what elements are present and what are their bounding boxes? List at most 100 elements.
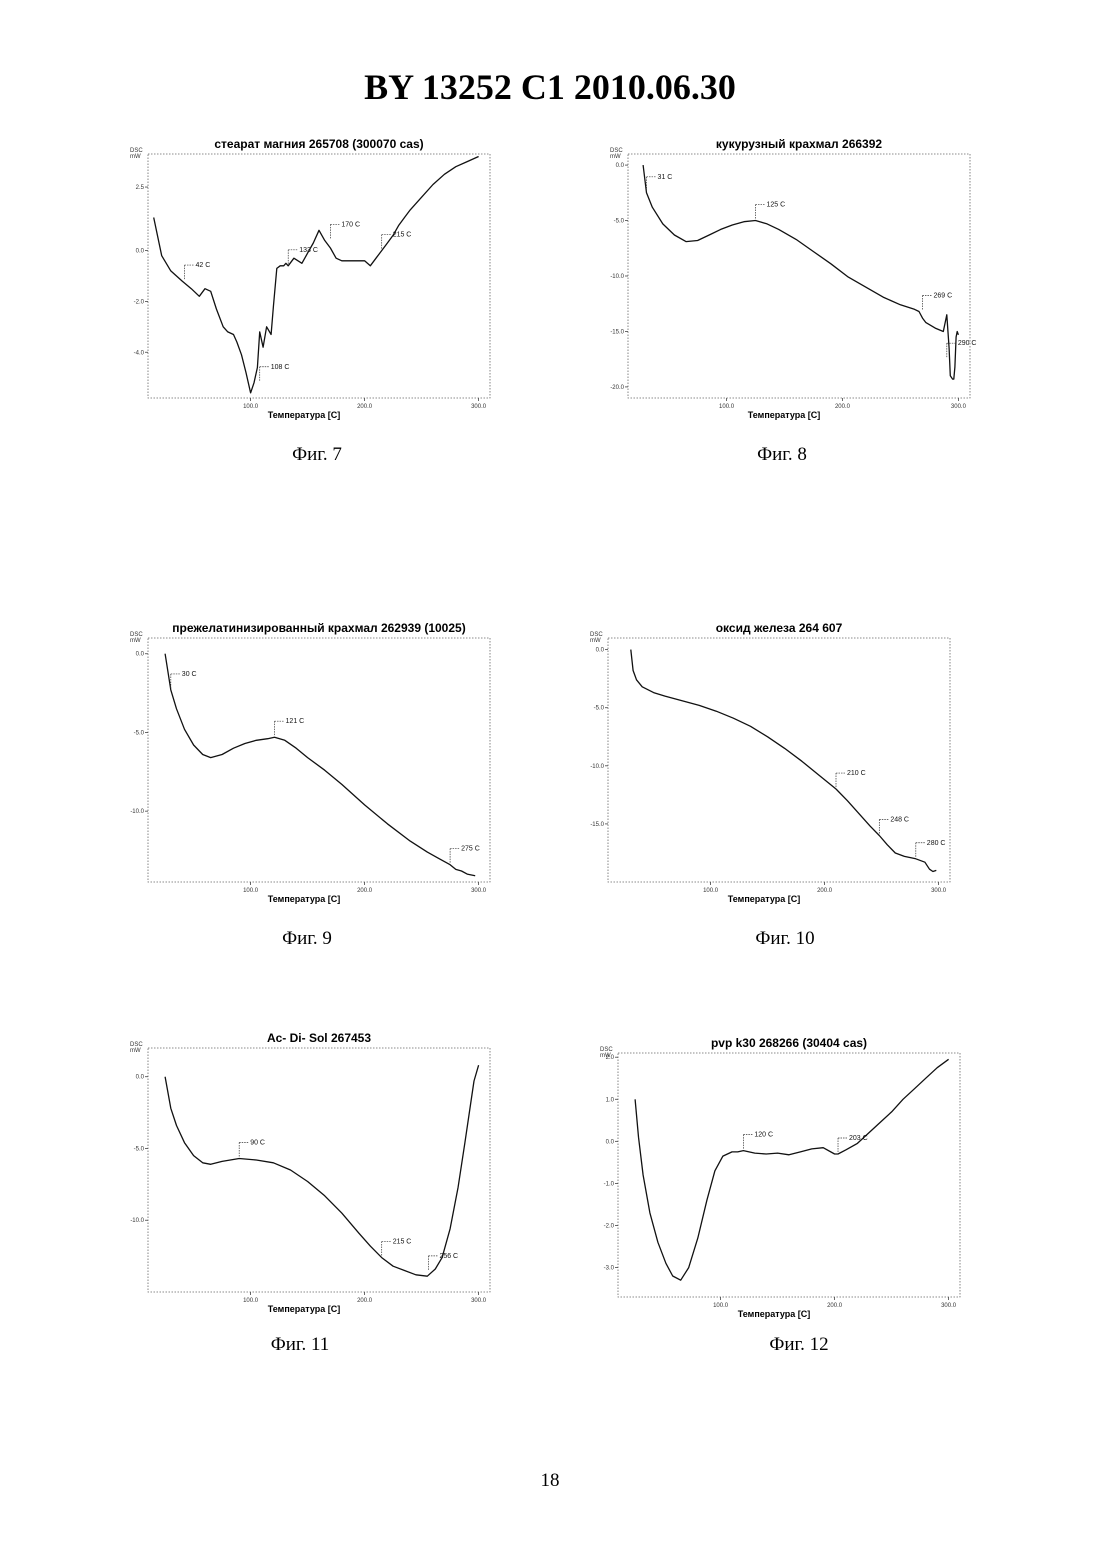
annotation-label: 133 C — [299, 247, 318, 254]
x-tick-label: 100.0 — [243, 888, 259, 894]
annotation-label: 108 C — [271, 364, 290, 371]
x-axis-label: Температура [C] — [738, 1309, 811, 1319]
x-tick-label: 300.0 — [471, 404, 487, 410]
x-tick-label: 300.0 — [931, 888, 947, 894]
y-tick-label: 0.0 — [136, 249, 145, 255]
figure-7-chart: стеарат магния 265708 (300070 cas)DSCmW1… — [130, 136, 520, 426]
annotation-label: 203 C — [849, 1135, 868, 1142]
x-tick-label: 200.0 — [817, 888, 833, 894]
dsc-curve-line — [635, 1059, 949, 1280]
y-tick-label: -4.0 — [134, 350, 145, 356]
y-tick-label: -15.0 — [610, 329, 624, 335]
annotation-label: 275 C — [461, 846, 480, 853]
x-axis-label: Температура [C] — [268, 410, 341, 420]
y-unit-sub-label: mW — [130, 154, 141, 160]
figure-11-chart: Ac- Di- Sol 267453DSCmW100.0200.0300.00.… — [130, 1030, 520, 1320]
dsc-chart-pregelatinized-starch: прежелатинизированный крахмал 262939 (10… — [130, 620, 520, 910]
figure-caption-8: Фиг. 8 — [682, 444, 882, 466]
y-tick-label: 0.0 — [136, 1075, 145, 1081]
plot-frame — [608, 638, 950, 882]
y-tick-label: -10.0 — [130, 1218, 144, 1224]
x-axis-label: Температура [C] — [748, 410, 821, 420]
figure-10-chart: оксид железа 264 607DSCmW100.0200.0300.0… — [590, 620, 980, 910]
figure-caption-9: Фиг. 9 — [207, 928, 407, 950]
plot-frame — [618, 1053, 960, 1297]
y-tick-label: -1.0 — [604, 1181, 615, 1187]
x-tick-label: 300.0 — [951, 404, 967, 410]
x-tick-label: 100.0 — [243, 1298, 259, 1304]
y-tick-label: -5.0 — [134, 1146, 145, 1152]
y-tick-label: -10.0 — [130, 809, 144, 815]
y-tick-label: -20.0 — [610, 385, 624, 391]
x-tick-label: 300.0 — [471, 1298, 487, 1304]
y-tick-label: 1.0 — [606, 1097, 615, 1103]
chart-title: кукурузный крахмал 266392 — [716, 137, 882, 151]
plot-frame — [628, 154, 970, 398]
annotation-label: 120 C — [754, 1132, 773, 1139]
y-tick-label: -5.0 — [594, 706, 605, 712]
x-tick-label: 100.0 — [719, 404, 735, 410]
y-tick-label: 0.0 — [616, 163, 625, 169]
figure-8-chart: кукурузный крахмал 266392DSCmW100.0200.0… — [610, 136, 1000, 426]
y-tick-label: 2.5 — [136, 185, 145, 191]
dsc-curve-line — [643, 165, 958, 379]
y-tick-label: -2.0 — [604, 1223, 615, 1229]
y-unit-sub-label: mW — [130, 1048, 141, 1054]
y-tick-label: 2.0 — [606, 1055, 615, 1061]
dsc-chart-magnesium-stearate: стеарат магния 265708 (300070 cas)DSCmW1… — [130, 136, 520, 426]
x-tick-label: 200.0 — [827, 1303, 843, 1309]
x-tick-label: 100.0 — [243, 404, 259, 410]
chart-title: стеарат магния 265708 (300070 cas) — [214, 137, 423, 151]
y-tick-label: -5.0 — [614, 219, 625, 225]
y-tick-label: 0.0 — [606, 1139, 615, 1145]
x-tick-label: 200.0 — [357, 404, 373, 410]
y-unit-sub-label: mW — [610, 154, 621, 160]
dsc-curve-line — [154, 157, 479, 393]
annotation-label: 256 C — [439, 1253, 458, 1260]
annotation-label: 248 C — [890, 817, 909, 824]
x-axis-label: Температура [C] — [728, 894, 801, 904]
x-tick-label: 200.0 — [357, 1298, 373, 1304]
annotation-label: 30 C — [182, 671, 197, 678]
x-tick-label: 300.0 — [471, 888, 487, 894]
y-tick-label: -2.0 — [134, 299, 145, 305]
x-tick-label: 100.0 — [713, 1303, 729, 1309]
x-axis-label: Температура [C] — [268, 1304, 341, 1314]
annotation-label: 210 C — [847, 770, 866, 777]
figure-12-chart: pvp k30 268266 (30404 cas)DSCmW100.0200.… — [600, 1035, 990, 1325]
x-axis-label: Температура [C] — [268, 894, 341, 904]
dsc-curve-line — [165, 654, 475, 876]
y-tick-label: -15.0 — [590, 822, 604, 828]
annotation-label: 280 C — [927, 840, 946, 847]
plot-frame — [148, 154, 490, 398]
annotation-label: 125 C — [767, 202, 786, 209]
dsc-chart-corn-starch: кукурузный крахмал 266392DSCmW100.0200.0… — [610, 136, 1000, 426]
annotation-label: 215 C — [393, 1239, 412, 1246]
annotation-label: 90 C — [250, 1140, 265, 1147]
annotation-label: 269 C — [933, 292, 952, 299]
y-tick-label: -10.0 — [610, 274, 624, 280]
x-tick-label: 200.0 — [357, 888, 373, 894]
y-unit-sub-label: mW — [590, 638, 601, 644]
chart-title: Ac- Di- Sol 267453 — [267, 1031, 371, 1045]
y-tick-label: -10.0 — [590, 764, 604, 770]
page-number: 18 — [0, 1470, 1100, 1492]
y-tick-label: 0.0 — [136, 652, 145, 658]
figure-caption-12: Фиг. 12 — [699, 1334, 899, 1356]
annotation-label: 290 C — [958, 340, 977, 347]
figure-9-chart: прежелатинизированный крахмал 262939 (10… — [130, 620, 520, 910]
figure-caption-10: Фиг. 10 — [685, 928, 885, 950]
annotation-label: 170 C — [341, 221, 360, 228]
figure-caption-7: Фиг. 7 — [217, 444, 417, 466]
dsc-curve-line — [165, 1065, 479, 1276]
y-tick-label: -3.0 — [604, 1266, 615, 1272]
x-tick-label: 300.0 — [941, 1303, 957, 1309]
x-tick-label: 200.0 — [835, 404, 851, 410]
document-header: BY 13252 C1 2010.06.30 — [0, 66, 1100, 108]
annotation-label: 31 C — [658, 174, 673, 181]
annotation-label: 215 C — [393, 232, 412, 239]
figure-caption-11: Фиг. 11 — [200, 1334, 400, 1356]
y-tick-label: 0.0 — [596, 648, 605, 654]
chart-title: оксид железа 264 607 — [716, 621, 843, 635]
dsc-chart-ac-di-sol: Ac- Di- Sol 267453DSCmW100.0200.0300.00.… — [130, 1030, 520, 1320]
